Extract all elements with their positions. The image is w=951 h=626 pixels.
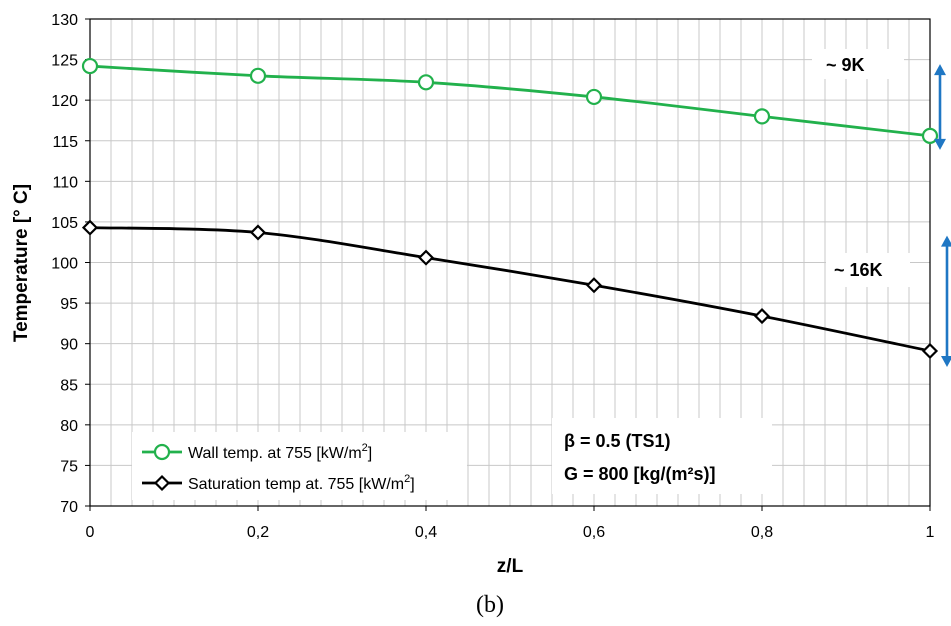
data-point — [753, 108, 771, 125]
series-line — [89, 226, 931, 353]
data-point — [81, 57, 99, 75]
annotation-mass-flux: G = 800 [kg/(m²s)] — [564, 464, 716, 484]
data-point — [585, 277, 603, 294]
data-point — [921, 342, 939, 360]
difference-arrows — [934, 64, 951, 367]
y-tick-label: 120 — [51, 93, 78, 110]
annotation-sat-diff: ~ 16K — [826, 253, 910, 287]
y-tick-label: 85 — [60, 377, 78, 394]
legend: Wall temp. at 755 [kW/m2] Saturation temp… — [132, 432, 467, 500]
legend-item: Saturation temp at. 755 [kW/m2] — [142, 473, 415, 493]
y-tick-label: 100 — [51, 256, 78, 273]
series-0 — [81, 57, 939, 144]
x-axis-ticks: 0 0,2 0,4 0,6 0,8 1 — [86, 506, 935, 541]
series-layer — [81, 57, 939, 360]
legend-item: Wall temp. at 755 [kW/m2] — [142, 442, 372, 462]
data-point — [249, 67, 267, 84]
y-tick-label: 95 — [60, 296, 78, 313]
y-tick-label: 80 — [60, 418, 78, 435]
y-tick-label: 130 — [51, 12, 78, 29]
arrow-wall-diff — [934, 64, 946, 150]
annotation-wall-diff-text: ~ 9K — [826, 55, 865, 75]
x-axis-title: z/L — [497, 556, 524, 577]
y-tick-label: 90 — [60, 337, 78, 354]
data-point — [249, 224, 267, 241]
x-tick-label: 0,2 — [247, 524, 269, 541]
x-tick-label: 0,6 — [583, 524, 605, 541]
data-point — [585, 88, 603, 106]
x-tick-label: 0,8 — [751, 524, 773, 541]
y-tick-label: 105 — [51, 215, 78, 232]
arrow-sat-diff — [941, 235, 951, 367]
legend-label: Wall temp. at 755 [kW/m2] — [188, 442, 372, 462]
annotation-sat-diff-box — [826, 253, 910, 287]
legend-box — [132, 432, 467, 500]
y-axis-ticks: 70 75 80 85 90 95 100 105 110 115 120 125 130 — [51, 12, 90, 516]
legend-marker — [153, 443, 171, 461]
y-axis-title: Temperature [° C] — [11, 184, 32, 342]
data-point — [417, 249, 435, 266]
y-tick-label: 110 — [52, 174, 78, 191]
annotation-conditions-box — [552, 418, 772, 494]
series-line — [89, 64, 931, 138]
x-tick-label: 1 — [926, 524, 935, 541]
legend-label: Saturation temp at. 755 [kW/m2] — [188, 473, 415, 493]
legend-marker — [153, 474, 171, 492]
annotation-wall-diff: ~ 9K — [812, 49, 904, 79]
annotation-conditions: β = 0.5 (TS1) G = 800 [kg/(m²s)] — [552, 418, 772, 494]
x-tick-label: 0,4 — [415, 524, 437, 541]
data-point — [921, 127, 939, 144]
y-tick-label: 125 — [51, 53, 78, 70]
y-tick-label: 75 — [60, 458, 78, 475]
data-point — [753, 308, 771, 325]
y-tick-label: 115 — [52, 134, 78, 151]
data-point — [81, 219, 99, 236]
data-point — [417, 74, 435, 91]
y-tick-label: 70 — [60, 499, 78, 516]
x-tick-label: 0 — [86, 524, 95, 541]
annotation-sat-diff-text: ~ 16K — [834, 260, 883, 280]
series-1 — [81, 219, 939, 360]
figure-caption: (b) — [476, 592, 504, 618]
annotation-beta: β = 0.5 (TS1) — [564, 431, 671, 451]
annotation-wall-diff-box — [812, 49, 904, 79]
